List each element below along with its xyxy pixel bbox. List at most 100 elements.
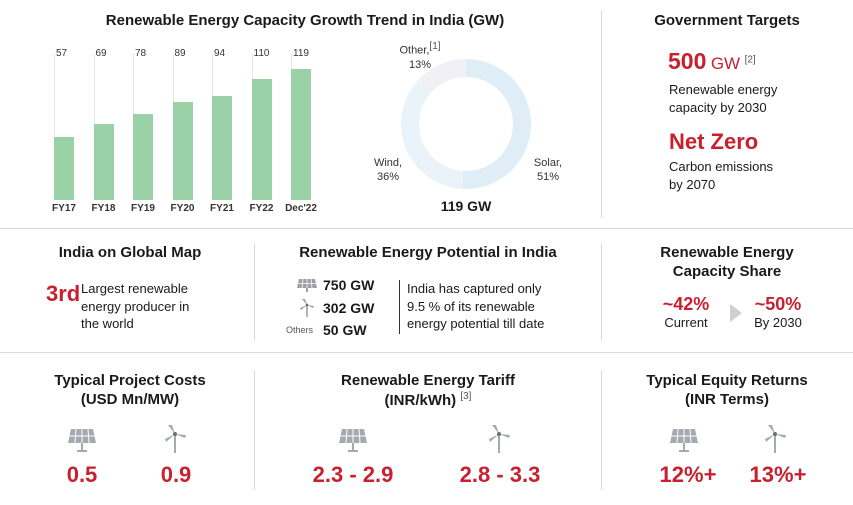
solar-panel-icon: [68, 428, 96, 452]
global-desc2: energy producer in: [81, 298, 190, 314]
target2-desc2: by 2070: [669, 176, 716, 192]
bar-category-label: Dec'22: [285, 203, 317, 214]
tariff-wind: 2.8 - 3.3: [459, 462, 541, 487]
share-current-label: Current: [664, 315, 708, 330]
bar-category-label: FY17: [52, 203, 76, 214]
wind-turbine-icon: [489, 425, 510, 453]
bar-FY18: [93, 123, 114, 200]
bar-FY22: [251, 78, 272, 200]
bar-value-label: 78: [135, 48, 147, 59]
bar-FY19: [133, 114, 153, 200]
equity-solar: 12%+: [659, 462, 717, 487]
share-future-label: By 2030: [754, 315, 802, 330]
target1-desc2: capacity by 2030: [669, 99, 767, 115]
share-title2: Capacity Share: [672, 262, 782, 280]
wind-turbine-icon: [300, 299, 314, 317]
bar-value-label: 110: [253, 48, 270, 59]
bar-guide-line: [54, 54, 55, 200]
bar-FY21: [212, 96, 232, 200]
tariff-title2: (INR/kWh): [384, 391, 457, 409]
divider-row1: [0, 228, 853, 229]
other-label-text: Other,: [399, 44, 430, 57]
potential-desc2: 9.5 % of its renewable: [407, 298, 535, 314]
costs-wind: 0.9: [160, 462, 192, 487]
bar-category-label: FY21: [210, 203, 234, 214]
tariff-title: Renewable Energy Tariff (INR/kWh) [3]: [270, 372, 586, 411]
target1-unit: GW: [710, 54, 741, 73]
equity-title1: Typical Equity Returns: [646, 372, 808, 389]
bar-category-label: FY19: [131, 203, 155, 214]
share-title: Renewable Energy Capacity Share: [612, 244, 842, 282]
solar-panel-icon: [670, 428, 698, 452]
divider-bot-2: [601, 370, 602, 490]
bar-value-label: 57: [56, 48, 68, 59]
potential-desc3: energy potential till date: [407, 316, 545, 332]
target2-value: Net Zero: [669, 129, 759, 154]
tariff-title1: Renewable Energy Tariff: [341, 372, 515, 389]
bar-value-label: 94: [214, 48, 226, 59]
bar-category-label: FY18: [91, 203, 116, 214]
bar-category-label: FY22: [249, 203, 274, 214]
donut-chart: [401, 59, 531, 189]
bar-FY20: [172, 101, 193, 200]
target1-value: 500: [668, 48, 707, 74]
share-current: ~42% Current: [650, 294, 722, 330]
donut-slice-other: [418, 59, 467, 93]
bar-chart: 57 FY17 69 FY18 78 FY19 89 FY20 94 FY21 110 FY22 119…: [40, 40, 340, 220]
potential-title: Renewable Energy Potential in India: [299, 244, 557, 261]
other-pct: 13%: [408, 58, 432, 71]
donut-wind-label: Wind, 36%: [360, 156, 416, 185]
divider-row2: [0, 352, 853, 353]
solar-label-text: Solar,: [533, 157, 563, 169]
share-title1: Renewable Energy: [660, 244, 794, 261]
bar-Dec'22: [291, 68, 311, 200]
share-current-value: ~42%: [662, 294, 710, 314]
target1-desc: Renewable energy capacity by 2030: [669, 81, 777, 116]
solar-pct: 51%: [536, 171, 560, 184]
target2-desc: Carbon emissions by 2070: [669, 158, 773, 193]
equity-title: Typical Equity Returns (INR Terms): [612, 372, 842, 410]
wind-turbine-icon: [165, 425, 186, 453]
chart-title: Renewable Energy Capacity Growth Trend i…: [105, 12, 505, 29]
equity-title2: (INR Terms): [685, 390, 769, 408]
potential-others: 50 GW: [323, 322, 367, 338]
arrow-right-icon: [730, 304, 742, 322]
gov-target1: 500 GW [2]: [668, 48, 756, 75]
bar-category-label: FY20: [170, 203, 195, 214]
donut-total: 119 GW: [440, 198, 492, 214]
bar-value-label: 89: [174, 48, 186, 59]
share-future: ~50% By 2030: [742, 294, 814, 330]
target1-desc1: Renewable energy: [669, 82, 778, 97]
donut-other-label: Other,[1] 13%: [390, 40, 450, 72]
potential-bracket: [399, 280, 400, 334]
costs-title2: (USD Mn/MW): [80, 390, 180, 408]
global-desc3: the world: [81, 316, 134, 332]
potential-desc1: India has captured only: [407, 281, 542, 296]
global-desc1: Largest renewable: [81, 281, 188, 296]
potential-wind: 302 GW: [323, 300, 375, 316]
potential-solar: 750 GW: [323, 277, 375, 293]
gov-title: Government Targets: [654, 12, 800, 29]
bar-value-label: 119: [293, 48, 309, 59]
wind-pct: 36%: [376, 171, 400, 184]
global-rank: 3rd: [46, 281, 81, 306]
costs-solar: 0.5: [66, 462, 98, 487]
bar-value-label: 69: [95, 48, 107, 59]
equity-wind: 13%+: [749, 462, 807, 487]
costs-title1: Typical Project Costs: [54, 372, 206, 389]
wind-label-text: Wind,: [373, 157, 403, 169]
donut-solar-label: Solar, 51%: [520, 156, 576, 185]
global-title: India on Global Map: [58, 244, 202, 261]
divider-top: [601, 10, 602, 218]
divider-bot-1: [254, 370, 255, 490]
potential-others-label: Others: [286, 325, 314, 335]
global-desc: Largest renewable energy producer in the…: [81, 280, 189, 333]
tariff-ref: [3]: [460, 390, 472, 402]
target2-desc1: Carbon emissions: [669, 159, 774, 174]
solar-panel-icon: [297, 278, 317, 292]
solar-panel-icon: [339, 428, 367, 452]
donut-slice-wind: [401, 79, 464, 189]
tariff-solar: 2.3 - 2.9: [312, 462, 394, 487]
share-future-value: ~50%: [754, 294, 802, 314]
costs-title: Typical Project Costs (USD Mn/MW): [20, 372, 240, 410]
